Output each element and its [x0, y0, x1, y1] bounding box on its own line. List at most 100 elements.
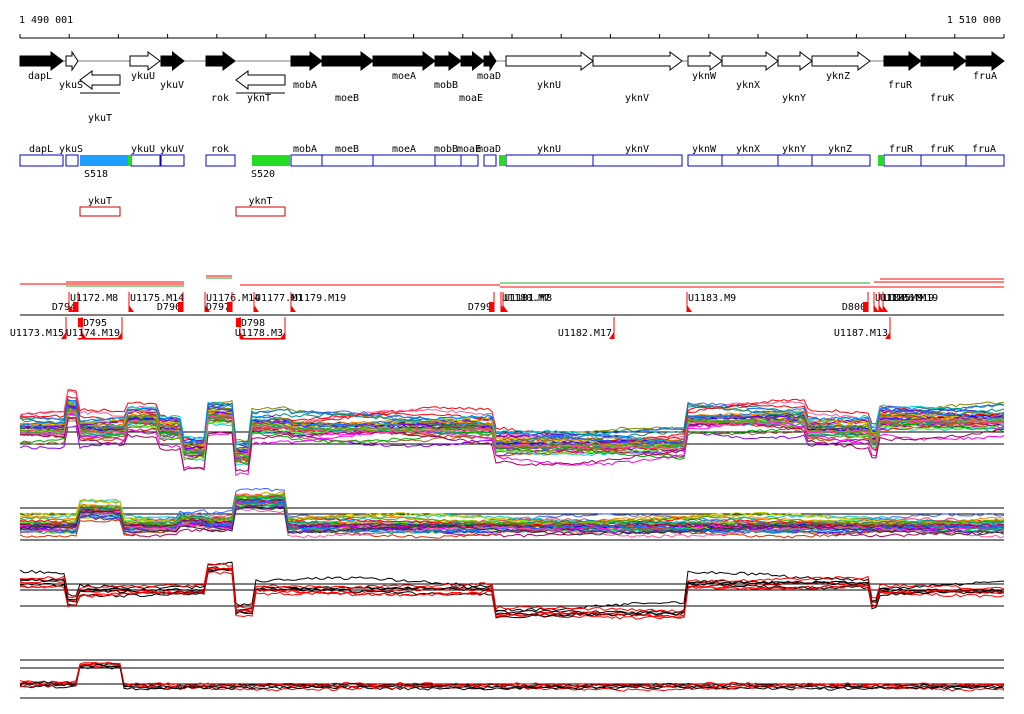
annotation-box-mobA: [290, 154, 323, 167]
expression-profile-line: [19, 494, 1005, 527]
annotation-box-yknY: [777, 154, 813, 167]
annotation-box-yknX: [721, 154, 779, 167]
expression-profile-line: [19, 410, 1005, 465]
tu-marker-label: U1187.M13: [834, 328, 888, 339]
tu-marker-label: D799: [468, 302, 492, 313]
annotation-label: dapL: [29, 144, 53, 155]
annotation-box-mobB: [434, 154, 462, 167]
gene-label: moaE: [459, 93, 483, 104]
highlight-region-S518: [80, 155, 128, 166]
tu-marker-flag: [503, 305, 508, 312]
tu-marker-flag: [82, 332, 87, 339]
tu-marker-label: U1174.M19: [66, 328, 120, 339]
gene-arrow-moeB: [321, 51, 374, 71]
annotation-box-yknV: [592, 154, 683, 167]
annotation-label: ykuV: [160, 144, 184, 155]
expression-profile-line: [20, 566, 1005, 614]
annotation-box-fruR: [883, 154, 922, 167]
annotation-box-yknU: [505, 154, 594, 167]
tu-marker-flag: [885, 332, 890, 339]
antisense-gene-box-ykuT: [79, 206, 121, 217]
highlight-region-label: S518: [84, 169, 108, 180]
gene-arrow-fruK: [920, 51, 967, 71]
expression-profile-line: [19, 661, 1005, 688]
annotation-label: fruK: [930, 144, 954, 155]
small-region-marker: [128, 155, 131, 166]
annotation-label: moaE: [457, 144, 481, 155]
expression-profile-line: [19, 568, 1005, 617]
annotation-label: ykuS: [59, 144, 83, 155]
gene-label: fruK: [930, 93, 954, 104]
expression-profile-line: [19, 562, 1005, 613]
gene-label: ykuV: [160, 80, 184, 91]
annotation-label: yknY: [782, 144, 806, 155]
tu-marker-flag: [254, 305, 259, 312]
tu-marker-label: U1176.M14: [206, 293, 260, 304]
gene-label: yknT: [247, 93, 271, 104]
gene-arrow-track: [19, 50, 1005, 94]
tu-marker-label: U1186.M19: [884, 293, 938, 304]
annotation-label: moaD: [477, 144, 501, 155]
gene-arrow-ykuT: [79, 70, 121, 90]
tu-marker-flag: [69, 305, 74, 312]
gene-arrow-ykuV: [160, 50, 185, 72]
gene-arrow-yknZ: [811, 51, 871, 71]
expression-panel-2: [19, 487, 1005, 541]
tu-marker-label: D797: [206, 302, 230, 313]
gene-label: mobB: [434, 80, 458, 91]
expression-profile-line: [19, 417, 1004, 472]
gene-label: dapL: [28, 71, 52, 82]
tu-marker-label: U1183.M9: [688, 293, 736, 304]
gene-arrow-yknV: [592, 51, 683, 71]
tu-marker-label: U1184.M9: [875, 293, 923, 304]
expression-profile-line: [19, 398, 1005, 453]
tu-marker-flag: [280, 332, 285, 339]
gene-label: yknY: [782, 93, 806, 104]
small-region-marker: [499, 155, 505, 166]
annotation-label: yknU: [537, 144, 561, 155]
gene-arrow-mobB: [434, 51, 462, 71]
terminator-block: [227, 302, 232, 312]
annotation-box-fruK: [920, 154, 967, 167]
gene-arrow-yknT: [235, 70, 286, 90]
antisense-gene-label: yknT: [248, 196, 272, 207]
annotation-label: fruR: [889, 144, 914, 155]
terminator-block: [236, 318, 241, 327]
annotation-box-fruA: [965, 154, 1005, 167]
gene-label: rok: [211, 93, 229, 104]
annotation-box-moeB: [321, 154, 374, 167]
terminator-block: [178, 302, 183, 312]
annotation-label: ykuU: [131, 144, 155, 155]
gene-arrow-dapL: [19, 51, 64, 71]
tu-marker-label: U1175.M14: [130, 293, 184, 304]
tu-marker-flag: [205, 305, 210, 312]
tu-marker-flag: [687, 305, 692, 312]
annotation-label: fruA: [972, 144, 996, 155]
gene-arrow-ykuU: [129, 51, 161, 71]
antisense-gene-box-yknT: [235, 206, 286, 217]
annotation-box-yknZ: [811, 154, 871, 167]
expression-profile-line: [19, 406, 1005, 451]
terminator-block: [489, 302, 494, 312]
gene-label: fruR: [888, 80, 913, 91]
expression-profile-line: [19, 495, 1005, 525]
expression-panel-4: [19, 659, 1005, 699]
annotation-box-yknW: [687, 154, 723, 167]
annotation-box-moaD: [483, 154, 497, 167]
annotation-label: yknV: [625, 144, 649, 155]
gene-label: moeA: [392, 71, 416, 82]
start-coordinate: 1 490 001: [19, 15, 73, 26]
gene-arrow-yknU: [505, 51, 594, 71]
expression-profile-line: [19, 507, 1005, 539]
annotation-label-track: dapL ykuS ykuU ykuV rok mobA moeB moeA mobBmoaEm…: [29, 144, 996, 155]
highlighted-region-track: S518 S520: [80, 155, 884, 180]
expression-profile-line: [19, 498, 1005, 528]
gene-arrow-moaE: [460, 50, 485, 72]
antisense-gene-track: ykuT yknT: [79, 196, 286, 217]
gene-label: ykuT: [88, 113, 112, 124]
tu-marker-label: U1180.M7: [502, 293, 550, 304]
tu-marker-label: U1182.M17: [558, 328, 612, 339]
terminator-block: [863, 302, 868, 312]
tu-marker-label: U1181.M8: [504, 293, 552, 304]
